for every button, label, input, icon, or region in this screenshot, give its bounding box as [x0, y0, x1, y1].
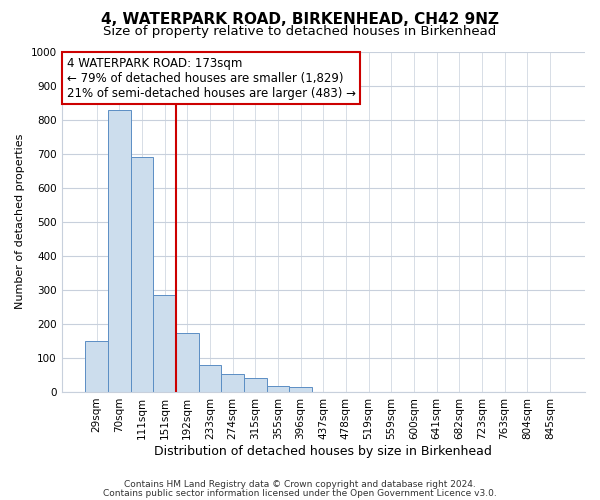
- Bar: [221, 374, 244, 392]
- Text: Size of property relative to detached houses in Birkenhead: Size of property relative to detached ho…: [103, 25, 497, 38]
- Text: Contains HM Land Registry data © Crown copyright and database right 2024.: Contains HM Land Registry data © Crown c…: [124, 480, 476, 489]
- Bar: [199, 366, 221, 392]
- Bar: [289, 387, 312, 392]
- Text: 4, WATERPARK ROAD, BIRKENHEAD, CH42 9NZ: 4, WATERPARK ROAD, BIRKENHEAD, CH42 9NZ: [101, 12, 499, 28]
- Bar: [85, 341, 108, 392]
- X-axis label: Distribution of detached houses by size in Birkenhead: Distribution of detached houses by size …: [154, 444, 492, 458]
- Y-axis label: Number of detached properties: Number of detached properties: [15, 134, 25, 310]
- Bar: [108, 110, 131, 392]
- Bar: [154, 295, 176, 392]
- Bar: [244, 378, 266, 392]
- Bar: [176, 334, 199, 392]
- Bar: [131, 157, 154, 392]
- Bar: [266, 386, 289, 392]
- Text: 4 WATERPARK ROAD: 173sqm
← 79% of detached houses are smaller (1,829)
21% of sem: 4 WATERPARK ROAD: 173sqm ← 79% of detach…: [67, 56, 356, 100]
- Text: Contains public sector information licensed under the Open Government Licence v3: Contains public sector information licen…: [103, 488, 497, 498]
